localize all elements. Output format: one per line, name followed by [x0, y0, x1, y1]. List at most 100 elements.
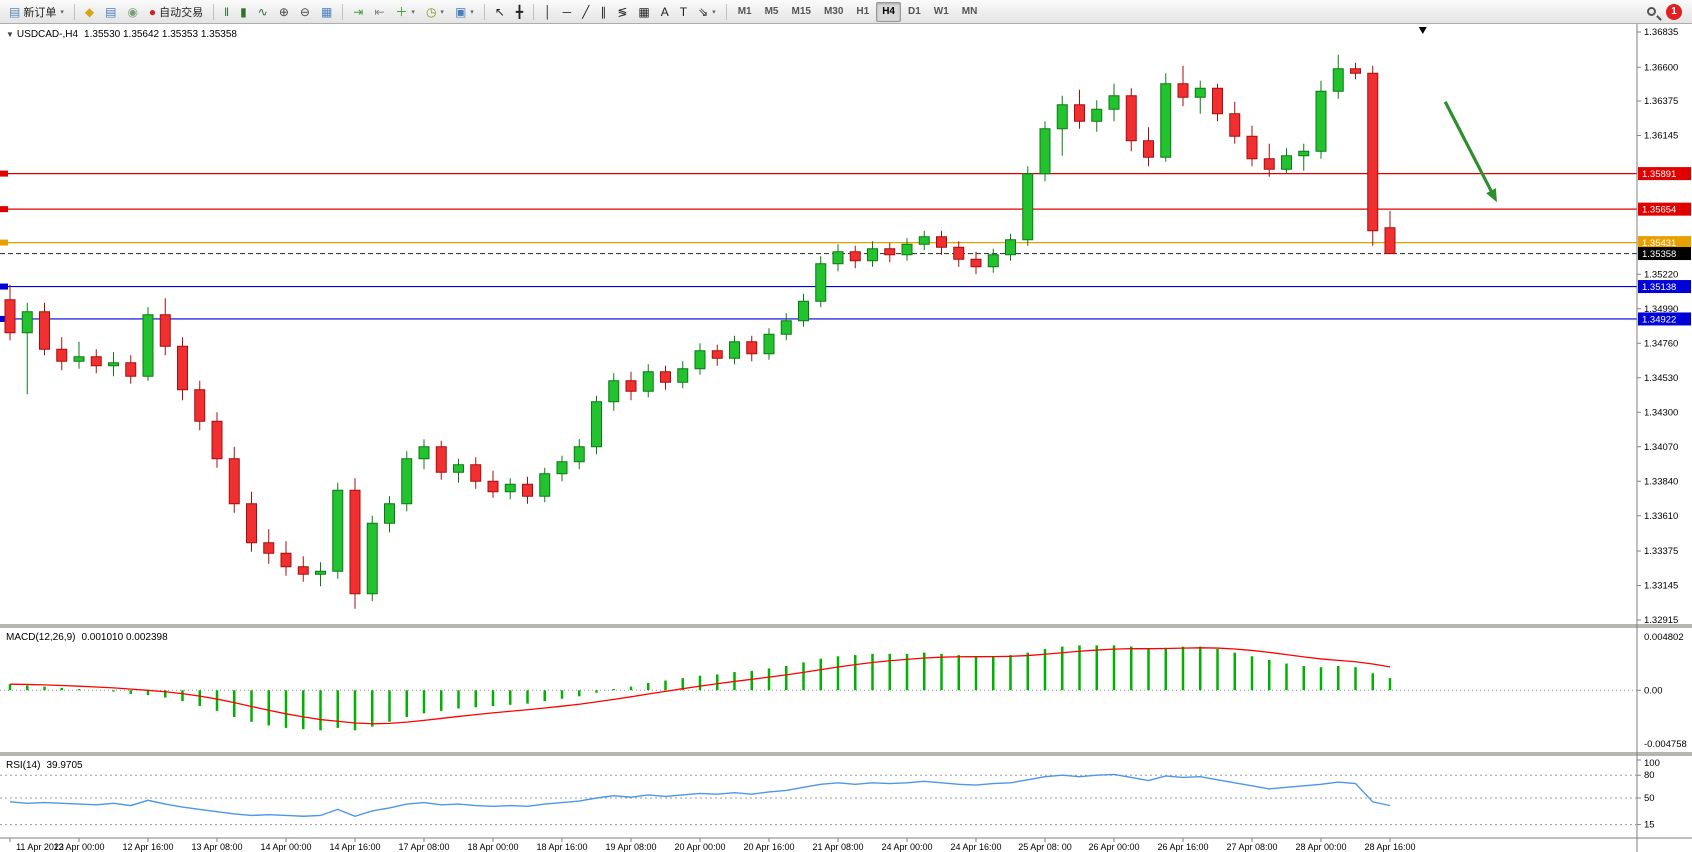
profiles-icon: ▤ [105, 4, 117, 19]
level-line-handle[interactable] [0, 239, 8, 246]
price-tag-label: 1.35654 [1642, 205, 1676, 216]
timeframe-w1[interactable]: W1 [928, 2, 955, 22]
toolbar-separator [533, 3, 535, 20]
fibonacci-button[interactable]: ≶ [612, 2, 632, 22]
level-line-handle[interactable] [0, 170, 8, 177]
toolbar-separator [483, 3, 485, 20]
template-icon: ▣ [454, 4, 467, 19]
level-line-handle[interactable] [0, 315, 8, 322]
candle [608, 380, 620, 403]
auto-scroll-icon: ⇥ [353, 4, 364, 19]
candle [780, 320, 792, 335]
crosshair-button[interactable]: ╋ [511, 2, 528, 22]
indicators-button[interactable]: ＋ ▾ [390, 2, 420, 22]
down-arrow-annotation[interactable] [1443, 101, 1495, 197]
candle [1143, 140, 1154, 158]
time-tick-label: 26 Apr 16:00 [1157, 842, 1208, 852]
candle [1039, 128, 1051, 175]
auto-scroll-button[interactable]: ⇥ [348, 2, 368, 22]
candle [1108, 95, 1120, 110]
shapes-button[interactable]: ▦ [633, 2, 654, 22]
price-tag-label: 1.35138 [1642, 282, 1676, 293]
candle [159, 314, 171, 347]
vertical-line-button[interactable]: │ [539, 2, 557, 22]
timeframe-h4[interactable]: H4 [876, 1, 901, 22]
candle [56, 348, 68, 362]
profiles-button[interactable]: ▤ [100, 2, 121, 22]
candle [1332, 68, 1344, 92]
price-tick-label: 1.35220 [1644, 269, 1678, 280]
cursor-button[interactable]: ↖ [490, 2, 510, 22]
timeframe-m15[interactable]: M15 [786, 2, 817, 22]
price-tick-label: 1.33375 [1644, 546, 1678, 557]
candle [297, 566, 309, 575]
rsi-tick-label: 100 [1644, 758, 1660, 769]
periods-button[interactable]: ◷ ▾ [421, 2, 449, 22]
tile-windows-button[interactable]: ▦ [316, 2, 337, 22]
chart-shift-marker-icon[interactable] [1418, 27, 1427, 34]
candle [1350, 68, 1361, 74]
chart-area[interactable]: 1.36835 1.36600 1.36375 1.36145 1.35220 1.349… [0, 24, 1692, 852]
dropdown-caret-icon: ▾ [440, 8, 444, 16]
time-tick-label: 18 Apr 00:00 [467, 842, 518, 852]
line-chart-button[interactable]: ∿ [253, 2, 273, 22]
macd-axis-zero: 0.00 [1644, 685, 1663, 696]
candle [4, 299, 16, 334]
search-icon[interactable] [1647, 7, 1656, 16]
candle [211, 420, 223, 460]
timeframe-m5[interactable]: M5 [759, 2, 785, 22]
zoom-in-button[interactable]: ⊕ [274, 2, 294, 22]
indicators-icon: ＋ [395, 4, 408, 19]
macd-axis-max: 0.004802 [1644, 632, 1684, 643]
timeframe-m30[interactable]: M30 [818, 2, 849, 22]
new-order-icon: ▤ [9, 4, 21, 19]
panel-splitter-rsi[interactable] [0, 752, 1692, 756]
level-line-handle[interactable] [0, 283, 8, 290]
candle [1315, 90, 1327, 152]
time-tick-label: 26 Apr 00:00 [1088, 842, 1139, 852]
text-button[interactable]: A [656, 2, 674, 22]
trendline-button[interactable]: ╱ [577, 2, 594, 22]
data-window-button[interactable]: ◉ [122, 2, 142, 22]
auto-trading-button[interactable]: ● 自动交易 [144, 2, 208, 22]
channel-button[interactable]: ∥ [595, 2, 611, 22]
label-button[interactable]: T [675, 2, 692, 22]
bar-chart-button[interactable]: ‖ [219, 2, 234, 22]
toolbar-separator [725, 3, 727, 20]
candlestick-chart-button[interactable]: ▮ [235, 2, 252, 22]
candle [263, 542, 275, 554]
notification-badge[interactable]: 1 [1666, 3, 1682, 20]
timeframe-mn[interactable]: MN [956, 2, 984, 22]
auto-trading-button-label: 自动交易 [159, 6, 204, 19]
templates-button[interactable]: ▣ ▾ [450, 2, 479, 22]
candle [1246, 135, 1258, 160]
new-order-button[interactable]: ▤ 新订单 ▾ [4, 2, 69, 22]
timeframe-d1[interactable]: D1 [902, 2, 927, 22]
arrows-button[interactable]: ⇘ ▾ [693, 2, 721, 22]
candle [556, 461, 568, 475]
down-arrow-head-icon[interactable] [1486, 188, 1497, 203]
horizontal-line-button[interactable]: ─ [558, 2, 577, 22]
candle [573, 446, 585, 463]
shapes-icon: ▦ [638, 4, 650, 19]
timeframe-m1[interactable]: M1 [732, 2, 758, 22]
candle [142, 314, 154, 377]
candle [539, 473, 551, 497]
panel-splitter-macd[interactable] [0, 624, 1692, 628]
level-line-handle[interactable] [0, 206, 8, 213]
candle [1229, 113, 1241, 137]
price-tag [1638, 202, 1691, 216]
toolbar-groups: ▤ 新订单 ▾ ◆ ▤ ◉ ● 自动交易 ‖ ▮ ∿ ⊕ ⊖ ▦ ⇥ ⇤ ＋ ▾ ◷ ▾ ▣ ▾ ↖ ╋ │ ─ ╱ ∥ ≶ ▦ A T ⇘ ▾ M… [4, 1, 984, 22]
chart-shift-button[interactable]: ⇤ [369, 2, 389, 22]
candle [711, 350, 723, 359]
candle [453, 464, 464, 473]
price-tick-label: 1.34070 [1644, 442, 1678, 453]
zoom-out-button[interactable]: ⊖ [295, 2, 315, 22]
dropdown-caret-icon: ▾ [470, 8, 474, 16]
timeframe-h1[interactable]: H1 [850, 2, 875, 22]
dropdown-caret-icon: ▾ [60, 8, 64, 16]
new-chart-button[interactable]: ◆ [80, 2, 99, 22]
time-tick-label: 28 Apr 16:00 [1364, 842, 1415, 852]
chart-svg[interactable]: 1.36835 1.36600 1.36375 1.36145 1.35220 1.349… [0, 24, 1692, 852]
